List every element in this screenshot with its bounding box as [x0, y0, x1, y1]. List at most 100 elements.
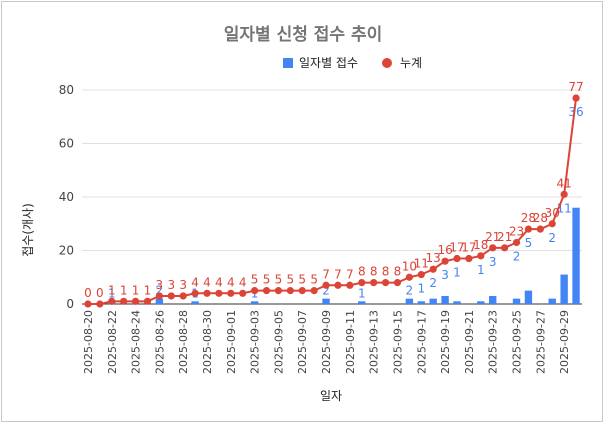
- line-point: [572, 94, 580, 102]
- line-data-label: 8: [358, 265, 366, 279]
- x-tick-label: 2025-08-28: [177, 310, 190, 374]
- x-axis-title: 일자: [320, 389, 342, 403]
- line-point: [179, 292, 187, 300]
- x-tick-label: 2025-09-07: [296, 310, 309, 374]
- x-tick-label: 2025-09-03: [249, 310, 262, 374]
- x-tick-label: 2025-09-09: [320, 310, 333, 374]
- bar-data-label: 5: [525, 236, 533, 250]
- line-data-label: 0: [84, 286, 92, 300]
- y-tick-label: 80: [59, 83, 74, 97]
- bar-data-label: 1: [477, 263, 485, 277]
- line-point: [239, 289, 247, 297]
- line-point: [512, 238, 521, 247]
- line-point: [155, 292, 163, 300]
- line-point: [489, 244, 497, 252]
- x-tick-label: 2025-09-29: [558, 310, 571, 374]
- y-tick-label: 40: [59, 190, 74, 204]
- x-tick-label: 2025-09-25: [511, 310, 524, 374]
- line-point: [167, 292, 175, 300]
- bar: [453, 301, 461, 304]
- bar: [560, 274, 568, 304]
- line-point: [251, 287, 259, 295]
- line-data-label: 7: [322, 267, 330, 281]
- legend: 일자별 접수 누계: [283, 56, 422, 70]
- line-data-label: 41: [557, 176, 572, 190]
- bar: [441, 295, 449, 304]
- line-data-label: 0: [96, 286, 104, 300]
- line-data-label: 8: [382, 265, 390, 279]
- line-point: [262, 287, 271, 295]
- line-point: [358, 279, 366, 287]
- line-data-label: 77: [568, 80, 583, 94]
- line-point: [120, 297, 128, 305]
- x-tick-label: 2025-09-19: [439, 310, 452, 374]
- line-data-label: 1: [120, 283, 128, 297]
- bar: [572, 207, 580, 304]
- line-data-label: 21: [485, 230, 500, 244]
- x-tick-label: 2025-09-11: [344, 310, 357, 374]
- bar-data-label: 1: [417, 282, 425, 296]
- line-data-label: 5: [287, 273, 295, 287]
- line-data-label: 4: [215, 275, 223, 289]
- x-tick-label: 2025-09-05: [272, 310, 285, 374]
- bar: [477, 301, 485, 304]
- line-data-label: 1: [132, 283, 140, 297]
- line-point: [143, 297, 152, 305]
- line-data-label: 7: [334, 267, 342, 281]
- line-data-label: 5: [298, 273, 306, 287]
- line-data-label: 17: [461, 241, 476, 255]
- bar: [512, 298, 521, 304]
- legend-line-label: 누계: [400, 56, 422, 70]
- line-data-label: 3: [167, 278, 175, 292]
- line-point: [536, 225, 544, 233]
- x-tick-label: 2025-08-24: [130, 310, 143, 374]
- bar: [191, 301, 199, 304]
- line-series: [84, 94, 580, 308]
- line-data-label: 4: [203, 275, 211, 289]
- line-data-label: 16: [437, 243, 452, 257]
- bar: [548, 298, 556, 304]
- bar: [524, 290, 533, 304]
- line-data-label: 17: [449, 241, 464, 255]
- bar-data-label: 1: [453, 266, 461, 280]
- bar-data-label: 2: [513, 249, 521, 263]
- line-point: [191, 289, 199, 297]
- line-data-label: 13: [426, 251, 441, 265]
- line-point: [548, 220, 556, 228]
- bar-data-label: 2: [548, 231, 556, 245]
- line-point: [346, 281, 354, 289]
- x-tick-label: 2025-09-21: [463, 310, 476, 374]
- line-data-label: 4: [227, 275, 235, 289]
- x-tick-label: 2025-08-30: [201, 310, 214, 374]
- line-point: [465, 254, 473, 263]
- line-point: [501, 244, 509, 252]
- line-data-label: 1: [108, 283, 116, 297]
- line-data-label: 28: [533, 211, 548, 225]
- x-tick-label: 2025-08-20: [82, 310, 95, 374]
- bar: [405, 298, 414, 304]
- line-point: [131, 297, 140, 305]
- bar-data-label: 1: [108, 286, 116, 300]
- y-tick-label: 60: [59, 137, 74, 151]
- line-point: [227, 289, 235, 297]
- line-data-label: 5: [275, 273, 283, 287]
- line-point: [108, 297, 116, 305]
- line-point: [393, 279, 402, 287]
- line-point: [477, 252, 485, 260]
- y-tick-label: 0: [66, 297, 74, 311]
- line-data-label: 7: [346, 267, 354, 281]
- line-data-label: 3: [179, 278, 187, 292]
- line-point: [381, 279, 390, 287]
- bar-data-label: 1: [358, 286, 366, 300]
- line-data-label: 4: [239, 275, 247, 289]
- line-point: [441, 257, 449, 265]
- x-tick-label: 2025-08-22: [106, 310, 119, 374]
- line-point: [84, 300, 92, 308]
- line-point: [286, 287, 294, 295]
- bar: [322, 298, 330, 304]
- line-data-label: 18: [473, 238, 488, 252]
- bar-data-label: 2: [156, 284, 164, 298]
- legend-bar-label: 일자별 접수: [299, 56, 358, 70]
